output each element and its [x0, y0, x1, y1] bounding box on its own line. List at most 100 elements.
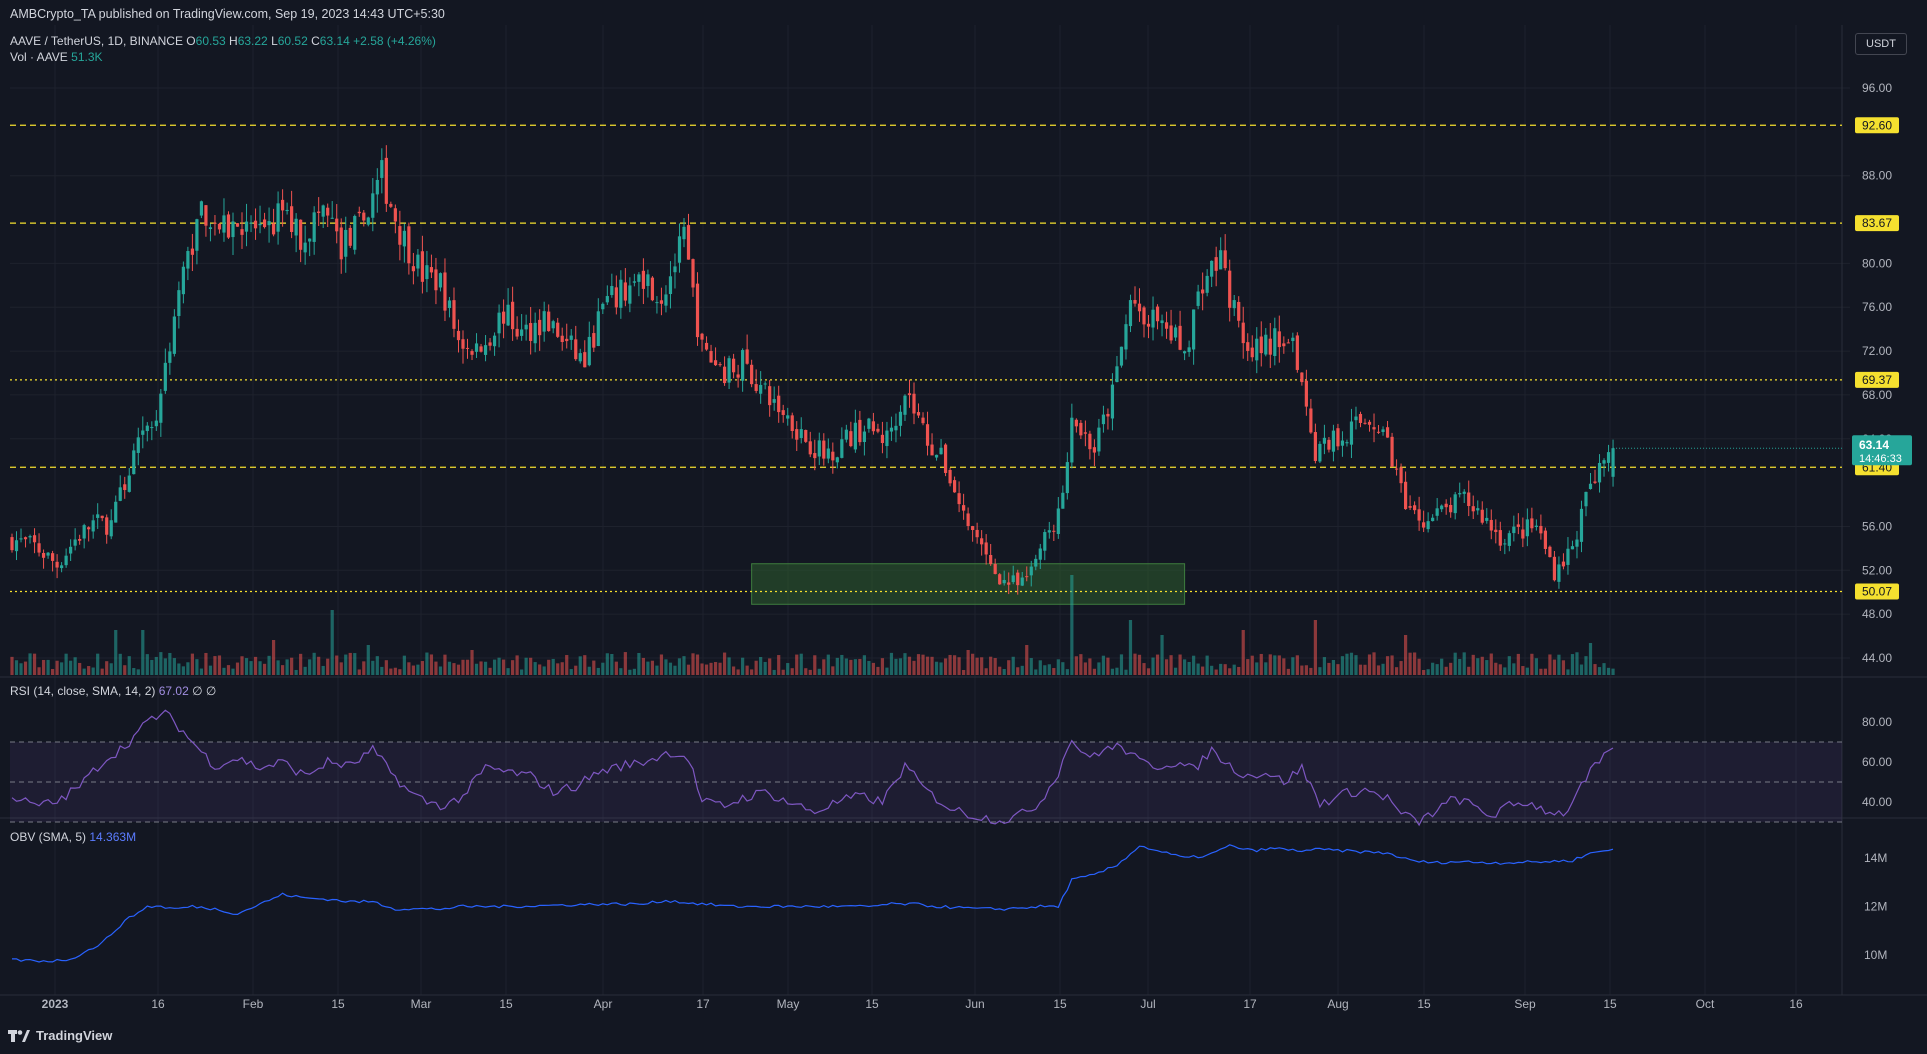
volume-bar — [492, 659, 497, 675]
candle-body — [1128, 300, 1133, 327]
volume-bar — [1525, 667, 1529, 675]
volume-bar — [1223, 664, 1227, 675]
candle-body — [1336, 428, 1340, 447]
candle-body — [691, 259, 695, 288]
candle-body — [1201, 289, 1205, 294]
volume-bar — [596, 667, 600, 675]
candle-body — [876, 428, 880, 432]
candle-body — [1597, 462, 1602, 483]
volume-bar — [141, 630, 145, 675]
volume-bar — [984, 668, 988, 675]
rsi-legend: RSI (14, close, SMA, 14, 2) 67.02 ∅ ∅ — [10, 684, 216, 698]
volume-bar — [326, 658, 330, 675]
currency-button[interactable]: USDT — [1855, 33, 1907, 55]
candle-body — [389, 203, 393, 207]
candle-body — [632, 281, 636, 283]
obv-label[interactable]: OBV (SMA, 5) — [10, 830, 87, 844]
candle-body — [587, 336, 591, 366]
volume-bar — [127, 656, 131, 675]
candle-body — [348, 227, 352, 246]
volume-bar — [1074, 656, 1078, 675]
volume-bar — [1038, 660, 1042, 675]
candle-body — [1363, 422, 1367, 424]
candle-body — [339, 227, 343, 260]
candle-body — [371, 193, 375, 218]
candle-body — [474, 343, 479, 352]
candle-body — [795, 429, 799, 440]
symbol-name[interactable]: AAVE / TetherUS, 1D, BINANCE — [10, 34, 183, 48]
volume-bar — [524, 657, 528, 675]
time-tick-label: Jul — [1140, 997, 1155, 1011]
candle-body — [438, 273, 443, 288]
volume-bar — [488, 667, 492, 675]
volume-bar — [1255, 662, 1259, 675]
candle-body — [1277, 331, 1281, 348]
candle-body — [1210, 260, 1214, 277]
low-value: 60.52 — [277, 34, 308, 48]
symbol-legend: AAVE / TetherUS, 1D, BINANCE O60.53 H63.… — [10, 34, 436, 48]
volume-bar — [1192, 655, 1196, 675]
rsi-label[interactable]: RSI (14, close, SMA, 14, 2) — [10, 684, 156, 698]
volume-bar — [145, 654, 149, 675]
candle-body — [506, 304, 510, 326]
candle-body — [303, 242, 307, 253]
candle-body — [1435, 508, 1439, 516]
candle-body — [1119, 346, 1124, 366]
candle-body — [858, 419, 862, 443]
volume-bar — [637, 653, 641, 675]
candle-body — [1602, 460, 1606, 464]
candle-body — [718, 364, 722, 366]
obv-line — [11, 844, 1614, 963]
volume-bar — [1007, 660, 1011, 675]
candle-body — [1187, 347, 1191, 353]
volume-bar — [1539, 668, 1543, 675]
volume-bar — [1020, 665, 1024, 675]
volume-bar — [375, 656, 379, 675]
volume-bar — [55, 660, 59, 675]
volume-bar — [308, 659, 312, 675]
volume-bar — [461, 659, 465, 675]
candle-body — [880, 434, 885, 444]
volume-bar — [1101, 655, 1106, 675]
volume-bar — [1322, 657, 1327, 675]
change-value: +2.58 (+4.26%) — [353, 34, 436, 48]
volume-bar — [971, 653, 975, 675]
candle-body — [957, 493, 961, 505]
volume-bar — [533, 662, 537, 675]
candle-body — [1160, 320, 1164, 324]
rsi-tick-label: 60.00 — [1862, 755, 1892, 769]
candle-body — [55, 561, 59, 568]
volume-label[interactable]: Vol · AAVE — [10, 50, 68, 64]
candle-body — [1273, 328, 1277, 356]
volume-bar — [1597, 667, 1602, 675]
volume-bar — [520, 669, 524, 675]
candle-body — [1548, 546, 1552, 558]
candle-body — [1264, 334, 1268, 355]
candle-body — [1083, 432, 1087, 434]
candle-body — [1020, 577, 1024, 586]
volume-bar — [186, 662, 190, 675]
volume-bar — [713, 662, 718, 675]
candle-body — [1183, 351, 1187, 354]
candle-body — [736, 374, 740, 378]
volume-bar — [465, 659, 470, 675]
candle-body — [641, 270, 645, 289]
volume-bar — [1011, 656, 1015, 675]
candle-body — [605, 296, 609, 303]
price-tick-label: 68.00 — [1862, 388, 1892, 402]
candle-body — [420, 251, 425, 282]
volume-bar — [556, 663, 560, 675]
candle-body — [1611, 448, 1615, 477]
volume-bar — [1250, 655, 1254, 675]
volume-bar — [398, 669, 402, 675]
tradingview-footer[interactable]: TradingView — [8, 1028, 112, 1043]
candle-body — [150, 427, 154, 429]
volume-bar — [1219, 663, 1223, 675]
candle-body — [1394, 468, 1399, 470]
candle-body — [1566, 548, 1570, 565]
time-tick-label: 15 — [1603, 997, 1617, 1011]
candle-body — [127, 475, 131, 492]
candle-body — [105, 517, 109, 535]
volume-bar — [826, 654, 830, 675]
volume-bar — [1264, 662, 1268, 675]
